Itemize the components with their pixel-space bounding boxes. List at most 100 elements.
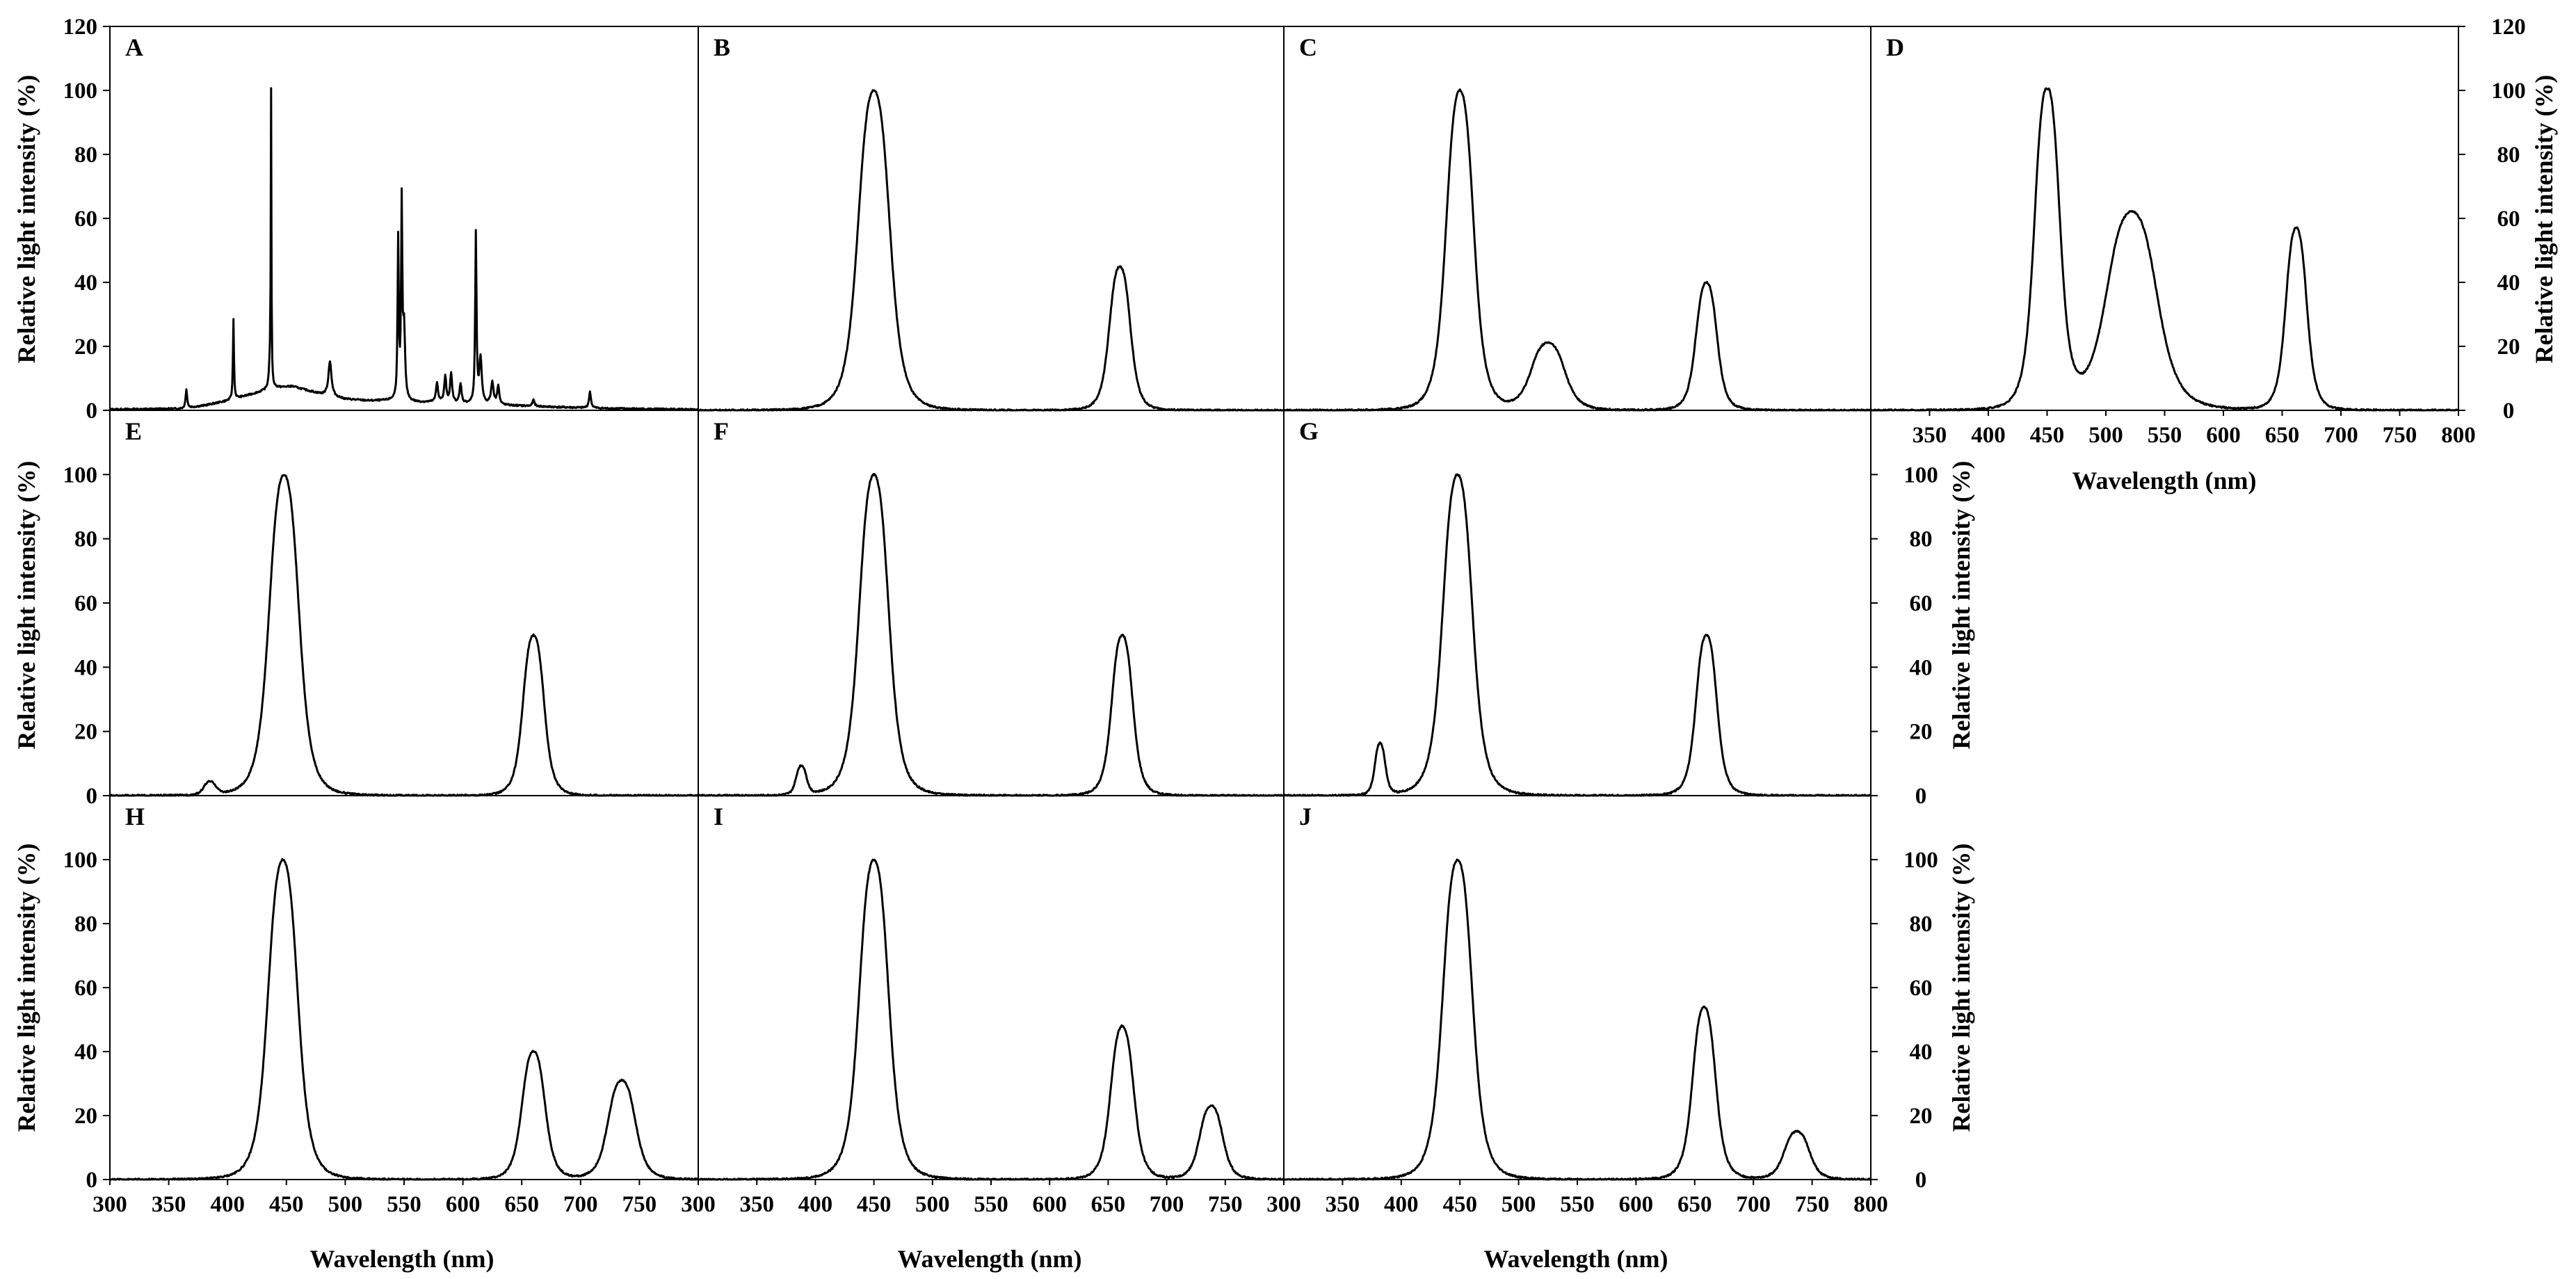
x-tick-label: 700 — [1150, 1192, 1184, 1217]
y-axis-title-row1-left: Relative light intensity (%) — [13, 75, 40, 364]
x-tick-label: 550 — [974, 1192, 1008, 1217]
panel-label-g: G — [1299, 417, 1319, 445]
x-tick-label: 350 — [152, 1192, 186, 1217]
y-tick-label: 60 — [1910, 591, 1933, 616]
x-tick-label: 450 — [2030, 423, 2065, 448]
y-tick-label: 40 — [2497, 271, 2520, 296]
panel-frame-d — [1870, 26, 2459, 411]
x-tick-label: 450 — [857, 1192, 892, 1217]
panel-frame-h — [109, 795, 699, 1180]
y-tick-label: 0 — [2503, 399, 2515, 424]
x-tick-label: 350 — [739, 1192, 774, 1217]
x-tick-label: 550 — [2148, 423, 2182, 448]
y-tick-label: 100 — [63, 462, 98, 488]
y-axis-title-d-right: Relative light intensity (%) — [2530, 75, 2558, 364]
x-tick-label: 800 — [2441, 423, 2476, 448]
y-tick-label: 20 — [2497, 335, 2520, 360]
y-axis-title-row3-left: Relative light intensity (%) — [13, 844, 40, 1132]
y-tick-label: 40 — [74, 271, 97, 296]
x-tick-label: 750 — [1208, 1192, 1243, 1217]
panel-label-c: C — [1299, 33, 1317, 61]
y-tick-label: 0 — [86, 784, 98, 809]
panel-c: C — [1283, 26, 1871, 412]
x-tick-label: 700 — [1736, 1192, 1771, 1217]
panel-frame-e — [109, 410, 699, 796]
spectrum-line-c — [1283, 88, 1871, 412]
panel-label-j: J — [1299, 803, 1312, 830]
y-tick-label: 60 — [1910, 976, 1933, 1001]
panel-frame-b — [698, 26, 1285, 411]
panel-label-f: F — [714, 417, 729, 445]
x-tick-label: 650 — [2265, 423, 2300, 448]
x-tick-label: 750 — [1795, 1192, 1830, 1217]
x-tick-label: 600 — [1032, 1192, 1067, 1217]
panel-f: F — [697, 410, 1285, 797]
x-tick-label: 350 — [1913, 423, 1947, 448]
y-tick-label: 0 — [86, 1168, 98, 1193]
panel-frame-f — [698, 410, 1285, 796]
y-tick-label: 40 — [1910, 655, 1933, 680]
x-tick-label: 800 — [1853, 1192, 1888, 1217]
x-tick-label: 750 — [2383, 423, 2417, 448]
x-tick-label: 600 — [1619, 1192, 1654, 1217]
y-tick-label: 20 — [74, 335, 97, 360]
y-tick-label: 20 — [1910, 720, 1933, 745]
panel-label-a: A — [125, 33, 143, 61]
x-axis-title-j: Wavelength (nm) — [1484, 1245, 1668, 1273]
x-tick-label: 500 — [915, 1192, 950, 1217]
panel-i: I 300 350 400 450 500 550 600 650 700 750 — [681, 795, 1285, 1217]
y-tick-label: 0 — [1915, 1168, 1927, 1193]
panel-a: A 0 20 40 60 80 100 120 — [63, 15, 699, 424]
x-tick-label: 450 — [1442, 1192, 1477, 1217]
x-axis-title-d: Wavelength (nm) — [2072, 467, 2257, 494]
panel-g: G 0 20 40 60 80 100 — [1282, 410, 1938, 809]
x-tick-label: 400 — [1971, 423, 2006, 448]
y-tick-label: 100 — [1903, 848, 1938, 873]
y-tick-label: 80 — [74, 912, 97, 937]
y-tick-label: 80 — [1910, 527, 1933, 552]
panel-frame-a — [109, 26, 699, 411]
axis-titles: Wavelength (nm) Wavelength (nm) Waveleng… — [13, 75, 2558, 1273]
x-tick-label: 300 — [681, 1192, 716, 1217]
x-tick-label: 400 — [210, 1192, 245, 1217]
x-tick-label: 650 — [504, 1192, 539, 1217]
x-tick-label: 300 — [1266, 1192, 1301, 1217]
panel-label-b: B — [714, 33, 730, 61]
spectrum-line-j — [1283, 858, 1872, 1181]
y-tick-label: 40 — [74, 655, 97, 680]
y-tick-label: 60 — [74, 591, 97, 616]
y-tick-label: 80 — [1910, 912, 1933, 937]
y-tick-label: 100 — [63, 79, 98, 104]
panel-e: E 0 20 40 60 80 100 — [63, 410, 699, 809]
y-tick-label: 40 — [74, 1040, 97, 1065]
x-tick-label: 650 — [1091, 1192, 1126, 1217]
spectrum-line-b — [698, 89, 1285, 412]
x-tick-label: 750 — [622, 1192, 657, 1217]
panel-j: J 0 20 40 60 80 100 300 350 400 450 500 550 600 650 700… — [1266, 795, 1938, 1217]
y-tick-label: 0 — [1915, 784, 1927, 809]
y-tick-label: 80 — [74, 527, 97, 552]
y-tick-label: 60 — [2497, 207, 2520, 232]
x-tick-label: 450 — [269, 1192, 304, 1217]
y-tick-label: 20 — [74, 720, 97, 745]
panel-label-d: D — [1886, 33, 1904, 61]
y-tick-label: 120 — [63, 15, 98, 40]
x-tick-label: 700 — [563, 1192, 598, 1217]
panel-label-i: I — [714, 803, 723, 830]
panel-d: D 0 20 40 60 80 100 120 350 400 450 500 550 600 650 700… — [1869, 15, 2526, 448]
panel-frame-j — [1283, 795, 1871, 1180]
x-tick-label: 500 — [2088, 423, 2123, 448]
y-tick-label: 100 — [63, 848, 98, 873]
spectrum-line-h — [108, 858, 700, 1181]
x-tick-label: 300 — [92, 1192, 127, 1217]
y-tick-label: 20 — [74, 1104, 97, 1129]
x-tick-label: 500 — [328, 1192, 363, 1217]
y-tick-label: 120 — [2491, 15, 2526, 40]
x-axis-title-h: Wavelength (nm) — [310, 1245, 494, 1273]
y-tick-label: 40 — [1910, 1040, 1933, 1065]
panel-frame-i — [698, 795, 1285, 1180]
y-tick-label: 100 — [2491, 79, 2526, 104]
panel-label-h: H — [125, 803, 145, 830]
